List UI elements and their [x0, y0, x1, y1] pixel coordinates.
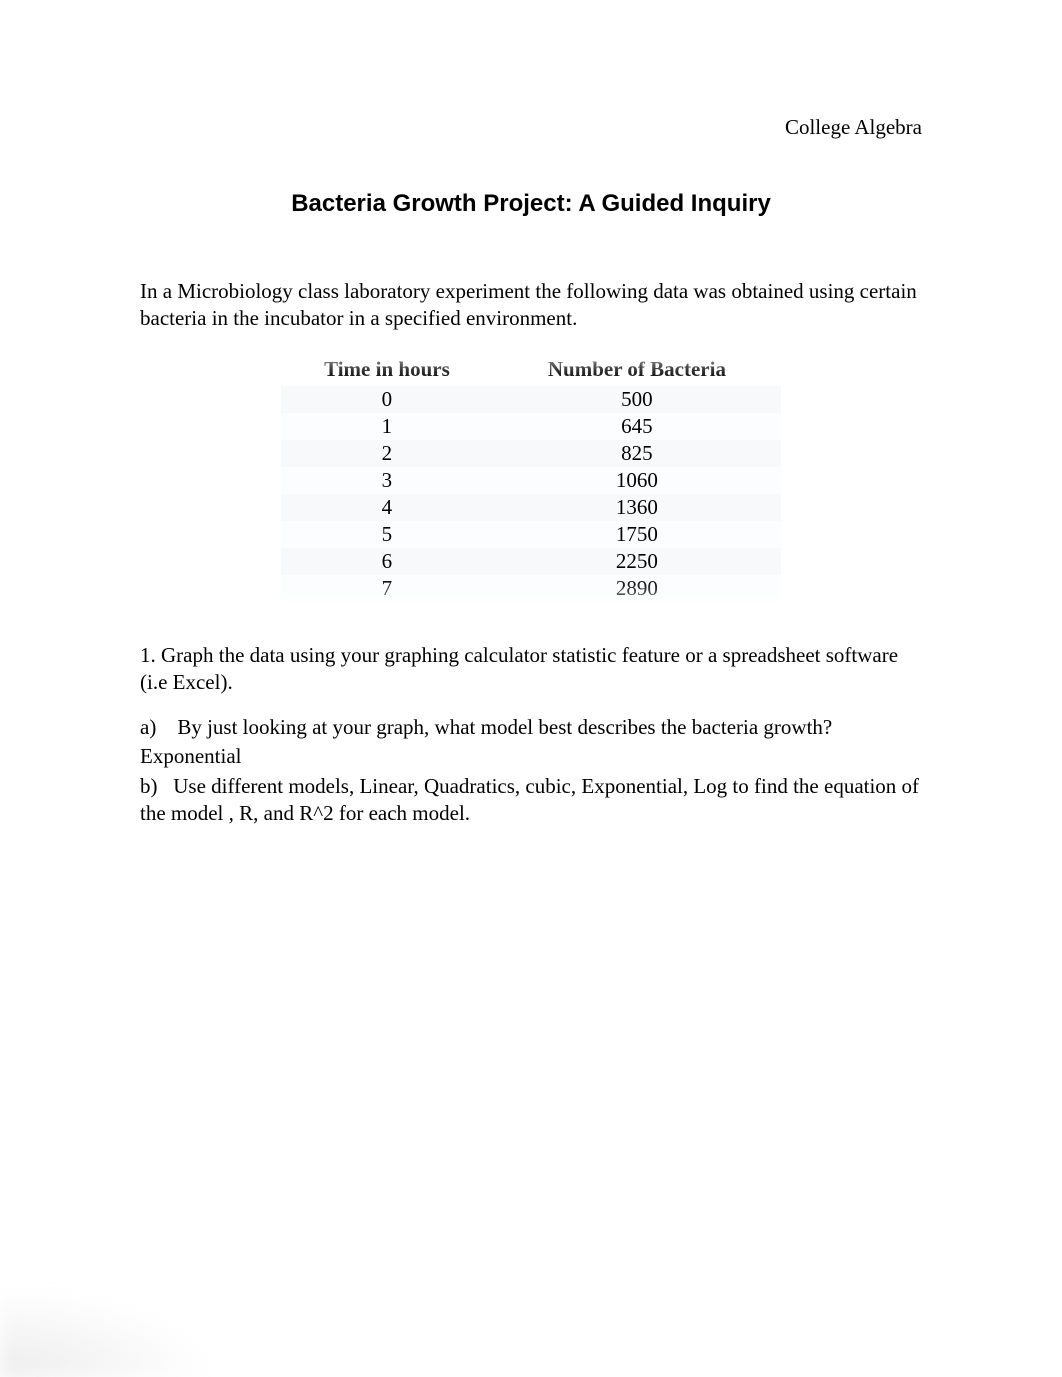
project-title: Bacteria Growth Project: A Guided Inquir… [140, 190, 922, 218]
question-b-text: Use different models, Linear, Quadratics… [140, 774, 919, 825]
question-b-prefix: b) [140, 774, 158, 798]
table-row: 5 1750 [281, 521, 781, 548]
data-table-container: Time in hours Number of Bacteria 0 500 1… [140, 353, 922, 602]
spacer [140, 698, 922, 714]
course-header: College Algebra [140, 115, 922, 140]
table-row: 2 825 [281, 440, 781, 467]
cell-bacteria: 2890 [493, 575, 781, 602]
cell-time: 5 [281, 521, 493, 548]
cell-time: 7 [281, 575, 493, 602]
table-row: 4 1360 [281, 494, 781, 521]
cell-time: 0 [281, 386, 493, 413]
cell-time: 1 [281, 413, 493, 440]
table-row: 6 2250 [281, 548, 781, 575]
questions-section: 1. Graph the data using your graphing ca… [140, 642, 922, 828]
question-1: 1. Graph the data using your graphing ca… [140, 642, 922, 697]
cell-bacteria: 645 [493, 413, 781, 440]
col-header-bacteria: Number of Bacteria [493, 353, 781, 386]
cell-time: 6 [281, 548, 493, 575]
cell-bacteria: 1060 [493, 467, 781, 494]
cell-time: 4 [281, 494, 493, 521]
cell-bacteria: 1360 [493, 494, 781, 521]
col-header-time: Time in hours [281, 353, 493, 386]
bacteria-data-table: Time in hours Number of Bacteria 0 500 1… [281, 353, 781, 602]
table-row: 1 645 [281, 413, 781, 440]
question-a-answer: Exponential [140, 743, 922, 770]
question-a-prefix: a) [140, 715, 156, 739]
table-row: 3 1060 [281, 467, 781, 494]
intro-paragraph: In a Microbiology class laboratory exper… [140, 278, 922, 333]
cell-bacteria: 2250 [493, 548, 781, 575]
question-a: a) By just looking at your graph, what m… [140, 714, 922, 741]
cell-bacteria: 500 [493, 386, 781, 413]
question-a-text: By just looking at your graph, what mode… [177, 715, 832, 739]
table-header-row: Time in hours Number of Bacteria [281, 353, 781, 386]
question-b: b) Use different models, Linear, Quadrat… [140, 773, 922, 828]
cell-time: 2 [281, 440, 493, 467]
table-row: 7 2890 [281, 575, 781, 602]
cell-bacteria: 1750 [493, 521, 781, 548]
table-row: 0 500 [281, 386, 781, 413]
cell-time: 3 [281, 467, 493, 494]
cell-bacteria: 825 [493, 440, 781, 467]
document-page: College Algebra Bacteria Growth Project:… [0, 0, 1062, 827]
corner-blur-overlay [0, 1287, 220, 1377]
